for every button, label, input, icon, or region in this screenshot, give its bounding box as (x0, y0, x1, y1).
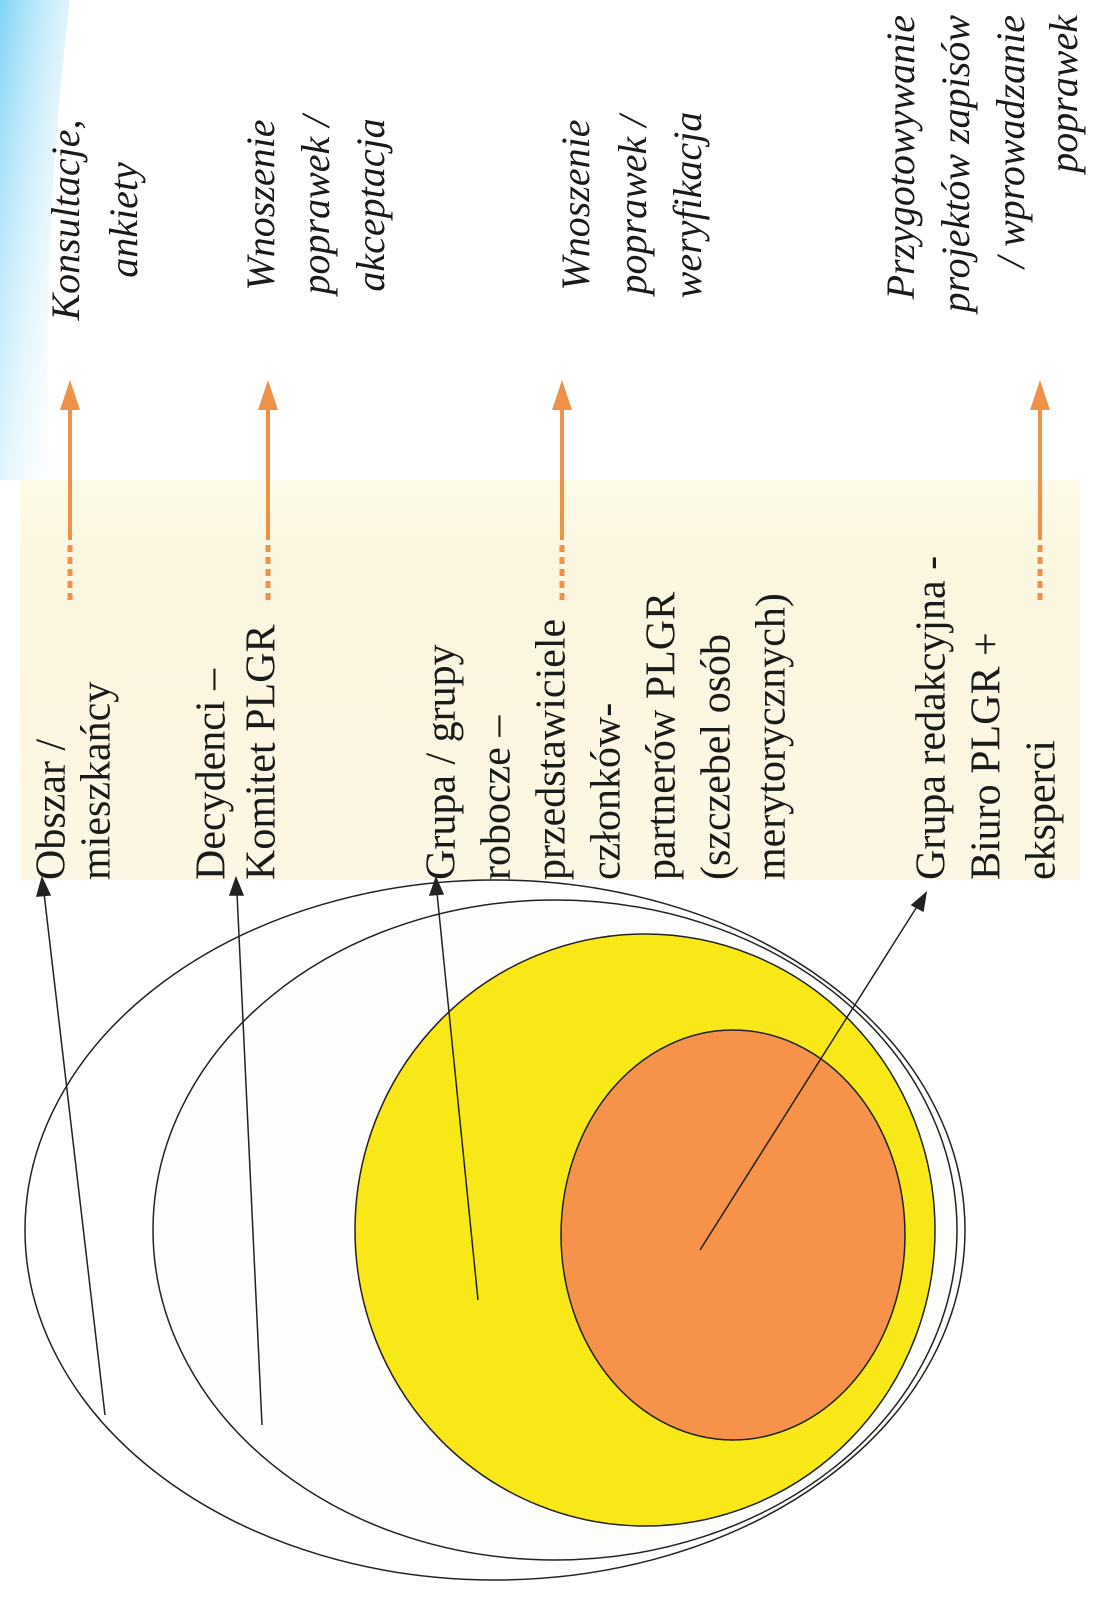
action-label: projektów zapisów (933, 15, 978, 316)
action-label: Wnoszenie (553, 119, 598, 290)
action-label: poprawek / (610, 112, 655, 298)
pointer-head (228, 875, 245, 896)
text-band (20, 480, 1080, 880)
flow-arrow-head (552, 380, 572, 410)
level-label: eksperci (1019, 740, 1065, 880)
level-label: Komitet PLGR (239, 624, 285, 880)
level-label: członków- (584, 703, 630, 880)
action-label: poprawek / (293, 112, 338, 298)
action-label: poprawek (1041, 14, 1086, 176)
action-label: weryfikacja (665, 112, 710, 299)
level-label: merytorycznych) (749, 593, 795, 880)
pointer (43, 892, 106, 1416)
level-label: robocze – (474, 715, 520, 880)
pointer (436, 892, 479, 1301)
pointer-head (428, 875, 445, 896)
pointer (699, 904, 919, 1251)
action-label: / wprowadzanie (988, 15, 1033, 270)
level-label: mieszkańcy (74, 682, 120, 880)
level-label: Obszar / (29, 739, 75, 880)
level-label: (szczebel osób (694, 634, 740, 880)
level-label: przedstawiciele (529, 619, 575, 880)
level-label: Biuro PLGR + (964, 632, 1010, 880)
level-label: partnerów PLGR (639, 592, 685, 880)
action-label: Wnoszenie (238, 119, 283, 290)
action-label: akceptacja (348, 118, 393, 291)
pointer-head (35, 875, 52, 897)
pointer (236, 892, 263, 1426)
level-label: Grupa redakcyjna - (909, 556, 955, 880)
level-label: Grupa / grupy (419, 644, 465, 880)
action-label: ankiety (101, 162, 146, 278)
pointer-head (910, 891, 928, 913)
corner-decoration (0, 0, 70, 480)
orange-core (560, 1029, 906, 1441)
flow-arrow-head (1030, 380, 1050, 410)
action-label: Przygotowywanie (878, 15, 923, 300)
flow-arrow-head (258, 380, 278, 410)
level-label: Decydenci – (189, 668, 235, 880)
action-label: Konsultacje, (43, 119, 88, 321)
flow-arrow-head (60, 380, 80, 410)
